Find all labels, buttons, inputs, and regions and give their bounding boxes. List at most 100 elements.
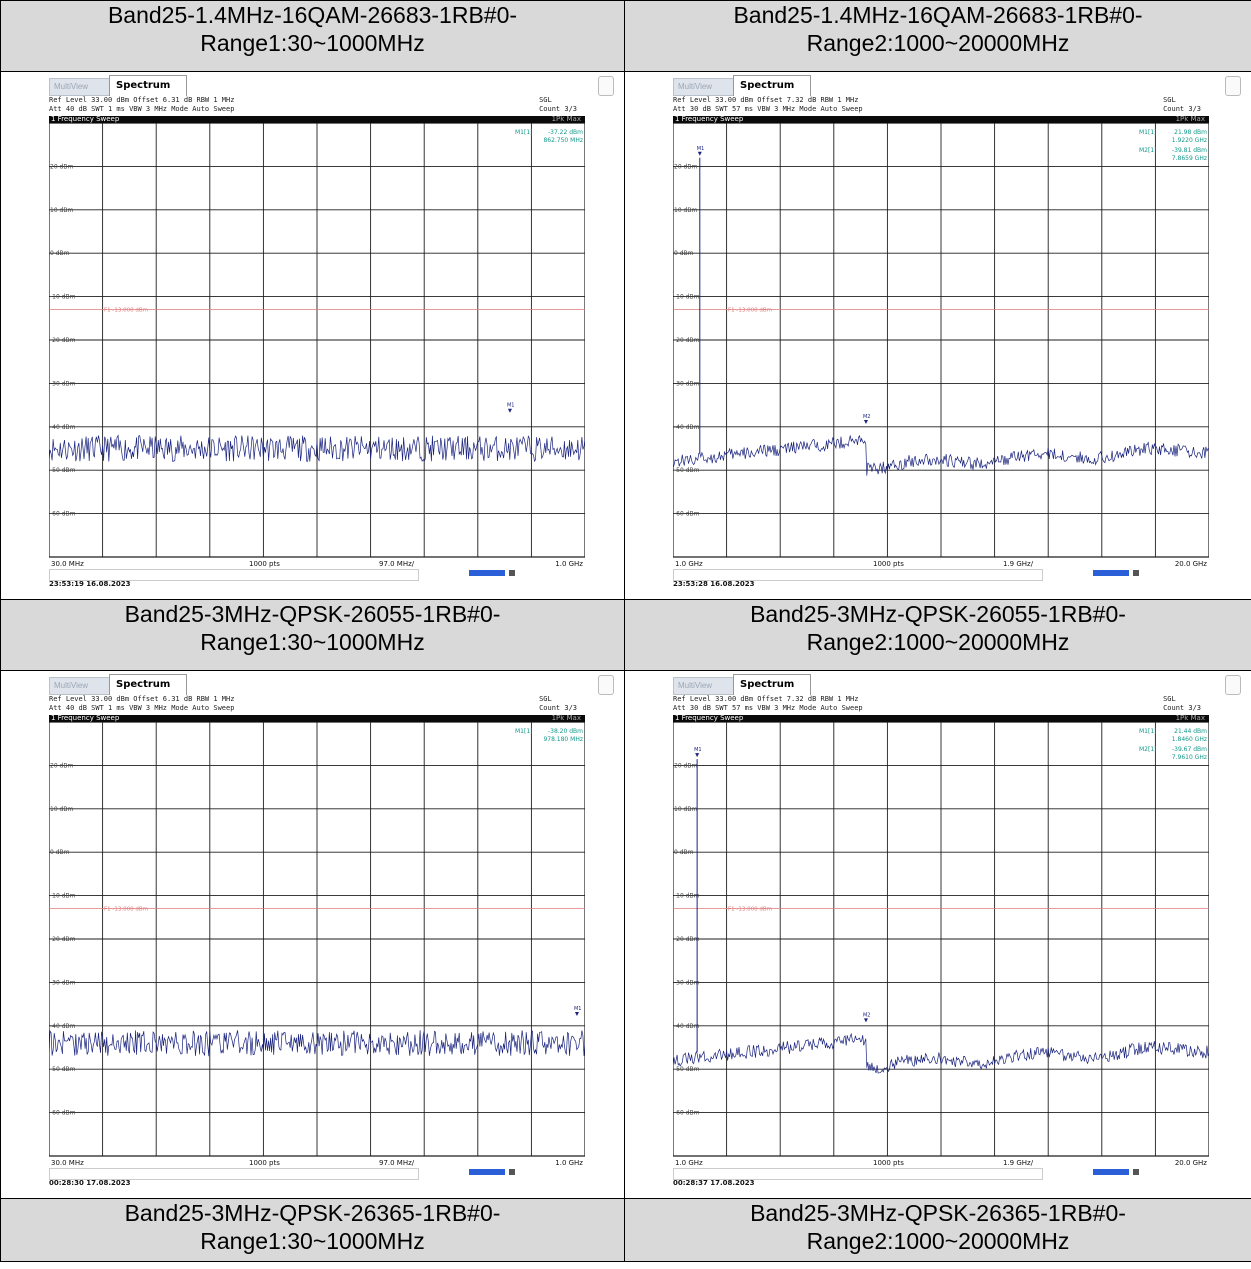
header-r2c1: Band25-3MHz-QPSK-26055-1RB#0- Range1:30~1… <box>0 599 625 671</box>
status-field <box>49 1168 419 1180</box>
screenshot-r2c1: MultiView Spectrum Ref Level 33.00 dBm Off… <box>0 670 625 1199</box>
marker-readout-level: -38.20 dBm <box>548 728 583 735</box>
timestamp: 23:53:19 16.08.2023 <box>49 580 131 588</box>
marker-readout-freq: 978.180 MHz <box>543 736 583 743</box>
params-line-2: Att 30 dB SWT 57 ms VBW 3 MHz Mode Auto … <box>673 105 863 113</box>
spectrum-plot: 20 dBm 10 dBm 0 dBm -10 dBm -20 dBm -30 dBm -4… <box>673 123 1209 568</box>
spectrum-tab[interactable]: Spectrum <box>109 674 187 695</box>
y-tick-label: 20 dBm <box>674 762 697 769</box>
x-stop-label: 20.0 GHz <box>1175 1159 1207 1167</box>
sgl-count: SGL Count 3/3 <box>1163 96 1201 114</box>
points-label: 1000 pts <box>873 560 904 568</box>
marker-readout-level: 21.44 dBm <box>1174 728 1207 735</box>
trace-mode-label: 1Pk Max <box>551 115 581 123</box>
y-tick-label: -50 dBm <box>674 467 700 474</box>
y-tick-label: -10 dBm <box>50 294 76 301</box>
y-tick-label: -50 dBm <box>50 1066 76 1073</box>
y-tick-label: -40 dBm <box>674 1023 700 1030</box>
multiview-tab[interactable]: MultiView <box>49 78 115 96</box>
marker-readout-level: 21.98 dBm <box>1174 129 1207 136</box>
status-icon <box>1133 570 1139 576</box>
multiview-tab[interactable]: MultiView <box>673 78 739 96</box>
sweep-title-bar: 1 Frequency Sweep 1Pk Max <box>673 715 1209 722</box>
status-indicator <box>469 1169 505 1175</box>
marker-readout-name: M2[1] <box>1139 147 1157 154</box>
points-label: 1000 pts <box>249 560 280 568</box>
spectrum-tab[interactable]: Spectrum <box>733 674 811 695</box>
sgl-count: SGL Count 3/3 <box>539 96 577 114</box>
params-line-1: Ref Level 33.00 dBm Offset 6.31 dB RBW 1… <box>49 695 235 703</box>
y-tick-label: 0 dBm <box>674 849 694 856</box>
spectrum-tab[interactable]: Spectrum <box>733 75 811 96</box>
trace-line <box>49 434 585 463</box>
trace-line <box>673 1032 1209 1074</box>
status-indicator <box>469 570 505 576</box>
marker-m1 <box>574 1011 579 1016</box>
x-start-label: 30.0 MHz <box>51 1159 84 1167</box>
measurement-params: Ref Level 33.00 dBm Offset 7.32 dB RBW 1… <box>673 96 1209 116</box>
x-start-label: 1.0 GHz <box>675 560 703 568</box>
multiview-tab[interactable]: MultiView <box>673 677 739 695</box>
y-tick-label: -60 dBm <box>50 1110 76 1117</box>
x-stop-label: 20.0 GHz <box>1175 560 1207 568</box>
trace-mode-label: 1Pk Max <box>551 714 581 722</box>
x-start-label: 1.0 GHz <box>675 1159 703 1167</box>
y-tick-label: -10 dBm <box>50 893 76 900</box>
y-tick-label: -60 dBm <box>50 511 76 518</box>
params-line-2: Att 40 dB SWT 1 ms VBW 3 MHz Mode Auto S… <box>49 105 235 113</box>
x-step-label: 1.9 GHz/ <box>1003 560 1034 568</box>
y-tick-label: -50 dBm <box>50 467 76 474</box>
spectrum-tab[interactable]: Spectrum <box>109 75 187 96</box>
status-indicator <box>1093 570 1129 576</box>
timestamp: 00:28:37 17.08.2023 <box>673 1179 755 1187</box>
marker-m1 <box>507 408 512 413</box>
marker-readout-name: M1[1] <box>1139 728 1157 735</box>
params-line-1: Ref Level 33.00 dBm Offset 7.32 dB RBW 1… <box>673 695 859 703</box>
y-tick-label: -30 dBm <box>50 979 76 986</box>
sgl-count: SGL Count 3/3 <box>1163 695 1201 713</box>
status-indicator <box>1093 1169 1129 1175</box>
header-r1c2: Band25-1.4MHz-16QAM-26683-1RB#0- Range2:1… <box>624 0 1251 72</box>
marker-label: M1 <box>697 146 705 152</box>
multiview-tab[interactable]: MultiView <box>49 677 115 695</box>
spectrum-plot: 20 dBm 10 dBm 0 dBm -10 dBm -20 dBm -30 dBm -4… <box>49 722 585 1167</box>
marker-m2 <box>863 1018 868 1023</box>
count-label: Count 3/3 <box>539 105 577 113</box>
spectrum-plot: 20 dBm 10 dBm 0 dBm -10 dBm -20 dBm -30 dBm -4… <box>673 722 1209 1167</box>
marker-readout-level: -39.81 dBm <box>1172 147 1207 154</box>
window-button[interactable] <box>598 76 614 96</box>
status-icon <box>509 570 515 576</box>
y-tick-label: -30 dBm <box>674 979 700 986</box>
limit-line-label: F1 -13.000 dBm <box>104 308 148 314</box>
y-tick-label: 20 dBm <box>50 762 73 769</box>
count-label: Count 3/3 <box>1163 704 1201 712</box>
screenshot-r1c2: MultiView Spectrum Ref Level 33.00 dBm Off… <box>624 71 1251 600</box>
status-icon <box>1133 1169 1139 1175</box>
y-tick-label: -30 dBm <box>674 380 700 387</box>
y-tick-label: -60 dBm <box>674 1110 700 1117</box>
x-stop-label: 1.0 GHz <box>555 1159 583 1167</box>
y-tick-label: 0 dBm <box>50 849 70 856</box>
marker-readout-level: -39.67 dBm <box>1172 746 1207 753</box>
y-tick-label: 20 dBm <box>50 163 73 170</box>
y-tick-label: -10 dBm <box>674 893 700 900</box>
measurement-params: Ref Level 33.00 dBm Offset 7.32 dB RBW 1… <box>673 695 1209 715</box>
sgl-count: SGL Count 3/3 <box>539 695 577 713</box>
marker-readout-freq: 1.9220 GHz <box>1172 137 1207 144</box>
y-tick-label: -20 dBm <box>674 337 700 344</box>
marker-m2 <box>863 419 868 424</box>
marker-readout-name: M1[1] <box>515 129 533 136</box>
timestamp: 00:28:30 17.08.2023 <box>49 1179 131 1187</box>
marker-readout-freq: 1.8460 GHz <box>1172 736 1207 743</box>
params-line-2: Att 40 dB SWT 1 ms VBW 3 MHz Mode Auto S… <box>49 704 235 712</box>
window-button[interactable] <box>598 675 614 695</box>
sgl-label: SGL <box>539 96 552 104</box>
window-button[interactable] <box>1225 76 1241 96</box>
window-button[interactable] <box>1225 675 1241 695</box>
marker-label: M1 <box>694 747 702 753</box>
trace-line <box>49 1029 585 1057</box>
sweep-title-bar: 1 Frequency Sweep 1Pk Max <box>49 715 585 722</box>
measurement-params: Ref Level 33.00 dBm Offset 6.31 dB RBW 1… <box>49 695 585 715</box>
marker-m1 <box>697 151 702 156</box>
